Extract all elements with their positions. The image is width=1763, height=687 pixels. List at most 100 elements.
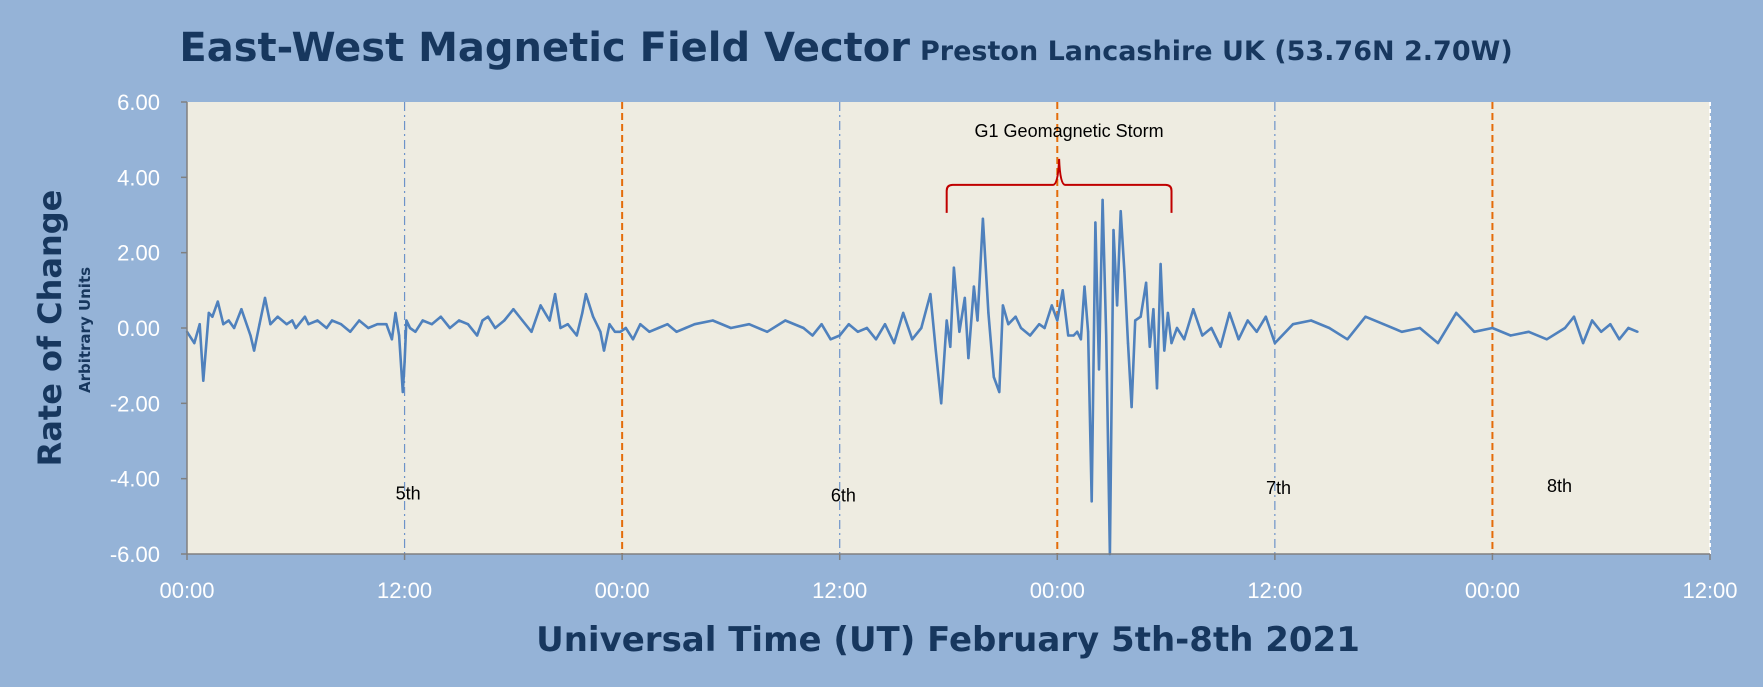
data-point [397,334,401,337]
data-point [1038,323,1041,326]
data-point [1105,334,1108,337]
data-point [865,326,869,330]
data-point [1563,326,1567,330]
data-point [1170,341,1173,345]
data-point [613,330,617,333]
day-label: 8th [1547,476,1572,496]
data-point [1527,330,1530,333]
chart-subtitle: Preston Lancashire UK (53.76N 2.70W) [920,36,1513,67]
data-point [1001,304,1005,307]
data-point [316,319,319,322]
data-point [566,323,569,326]
x-tick-label: 12:00 [1682,578,1737,603]
data-point [945,319,948,322]
x-tick-label: 00:00 [159,578,214,603]
data-point [240,308,243,311]
data-point [1175,326,1179,330]
y-tick-label: -4.00 [110,467,160,492]
data-point [1246,319,1249,322]
data-point [1228,311,1231,315]
data-point [1618,338,1621,341]
data-point [729,326,733,330]
data-point [648,330,651,333]
data-point [198,323,201,326]
data-point [1139,315,1142,318]
data-point [1273,341,1277,345]
data-point [1061,289,1064,292]
data-point [530,330,533,333]
series-group [185,198,1639,556]
data-point [976,319,979,322]
data-point [1028,334,1032,337]
annotation-brace [945,158,1173,213]
data-point [1067,334,1070,337]
data-point [1050,304,1054,307]
data-point [581,311,584,315]
data-point [987,311,990,315]
data-point [1083,285,1086,288]
data-point [1473,330,1476,333]
data-point [1545,338,1549,341]
data-point [307,323,310,326]
data-point [1201,334,1204,337]
data-point [481,319,484,322]
data-point [276,315,279,318]
data-point [619,330,622,333]
data-point [1101,198,1104,202]
data-point [503,319,506,322]
data-point [408,326,412,330]
data-point [285,323,288,326]
x-axis-title: Universal Time (UT) February 5th-8th 202… [536,620,1360,660]
data-point [303,315,307,318]
data-point [1328,326,1331,330]
data-point [874,338,878,341]
data-point [1148,345,1152,348]
series-line [185,198,1639,556]
data-point [693,323,696,326]
data-point [448,326,452,330]
data-point [358,319,361,322]
data-point [414,330,417,333]
x-tick-label: 00:00 [595,578,650,603]
data-point [967,356,970,360]
data-point [548,319,551,322]
data-point [1086,330,1090,333]
data-point [1166,311,1170,315]
data-point [998,390,1001,394]
data-point [349,330,352,333]
x-tick-label: 00:00 [1465,578,1520,603]
data-point [430,323,433,326]
data-point [1210,326,1213,330]
data-point [1056,319,1059,322]
data-point [1134,319,1137,322]
y-axis-subtitle: Arbitrary Units [76,267,94,393]
data-point [294,326,297,330]
annotation-label: G1 Geomagnetic Storm [975,121,1164,141]
data-point [439,315,442,318]
y-axis-title: Rate of Change [31,190,69,467]
data-point [1436,341,1440,345]
data-point [1609,323,1612,326]
data-point [929,292,932,296]
data-point [475,334,479,337]
data-point [657,326,660,330]
data-point [972,285,976,288]
axis-ticks: 6.00 4.00 2.00 0.00 -2.00 -4.00 -6.00 00:00 12:0… [110,90,1738,603]
data-point [1346,338,1349,341]
data-point [963,296,966,300]
data-point [631,338,635,341]
data-point [838,334,841,337]
data-point [1090,500,1093,503]
data-point [521,319,524,322]
data-point [847,323,850,326]
data-point [829,338,832,341]
data-point [1159,262,1162,266]
y-tick-label: 2.00 [117,241,160,266]
data-point [1144,281,1148,284]
data-point [1636,330,1639,333]
data-point [856,330,859,333]
data-point [1097,368,1101,371]
data-point [599,330,602,333]
data-point [1572,315,1576,318]
